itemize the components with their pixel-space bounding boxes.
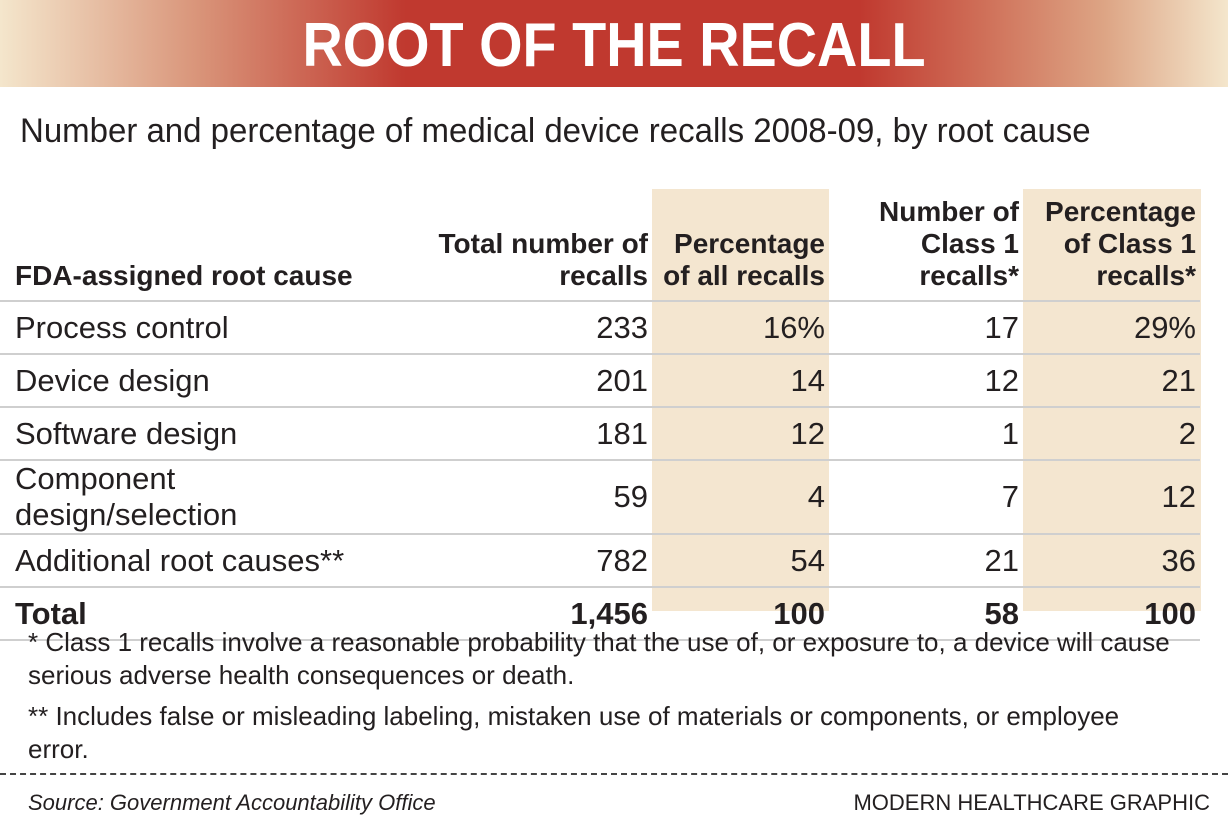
table-cell: 100: [652, 586, 829, 641]
table-row: Component design/selection 59 4 7 12: [0, 459, 1200, 534]
table-cell: 12: [1023, 459, 1200, 534]
credit: MODERN HEALTHCARE GRAPHIC: [853, 790, 1210, 815]
table-cell: 12: [829, 353, 1023, 407]
table-row: Additional root causes** 782 54 21 36: [0, 533, 1200, 587]
column-header: Percentage of Class 1 recalls*: [1045, 196, 1196, 291]
recalls-table: FDA-assigned root cause Total number of r…: [0, 189, 1200, 641]
table-cell: 36: [1023, 533, 1200, 587]
divider: [0, 773, 1228, 775]
table-row: Software design 181 12 1 2: [0, 406, 1200, 460]
column-header: Percentage of all recalls: [663, 228, 825, 291]
table-cell: 201: [400, 353, 652, 407]
total-row: Total 1,456 100 58 100: [0, 586, 1200, 641]
table-cell: 59: [400, 459, 652, 534]
table-row: Device design 201 14 12 21: [0, 353, 1200, 407]
table-cell: 2: [1023, 406, 1200, 460]
table-cell: 29%: [1023, 300, 1200, 354]
table-cell: 58: [829, 586, 1023, 641]
column-header: Total number of recalls: [438, 228, 648, 291]
footnotes: * Class 1 recalls involve a reasonable p…: [28, 626, 1178, 774]
table-cell: 14: [652, 353, 829, 407]
subtitle: Number and percentage of medical device …: [20, 112, 1091, 150]
row-label: Software design: [0, 406, 400, 460]
footnote-class1: * Class 1 recalls involve a reasonable p…: [28, 627, 1170, 690]
column-header: FDA-assigned root cause: [15, 260, 353, 291]
table-cell: 181: [400, 406, 652, 460]
table-cell: 1: [829, 406, 1023, 460]
row-label: Component design/selection: [0, 459, 400, 534]
title-banner: ROOT OF THE RECALL: [0, 0, 1228, 87]
table-cell: 12: [652, 406, 829, 460]
title: ROOT OF THE RECALL: [302, 11, 926, 80]
source: Source: Government Accountability Office: [28, 790, 436, 815]
table-row: Process control 233 16% 17 29%: [0, 300, 1200, 354]
table-cell: 17: [829, 300, 1023, 354]
table-header-row: FDA-assigned root cause Total number of r…: [0, 189, 1200, 301]
footnote-additional: ** Includes false or misleading labeling…: [28, 701, 1120, 764]
table-cell: 54: [652, 533, 829, 587]
table-cell: 4: [652, 459, 829, 534]
row-label: Process control: [0, 300, 400, 354]
table-cell: 21: [1023, 353, 1200, 407]
table-cell: 16%: [652, 300, 829, 354]
row-label: Device design: [0, 353, 400, 407]
table-cell: 21: [829, 533, 1023, 587]
table-cell: 1,456: [400, 586, 652, 641]
column-header: Number of Class 1 recalls*: [879, 196, 1019, 291]
row-label: Total: [0, 586, 400, 641]
table-cell: 782: [400, 533, 652, 587]
row-label: Additional root causes**: [0, 533, 400, 587]
table-cell: 7: [829, 459, 1023, 534]
table-cell: 100: [1023, 586, 1200, 641]
table-cell: 233: [400, 300, 652, 354]
